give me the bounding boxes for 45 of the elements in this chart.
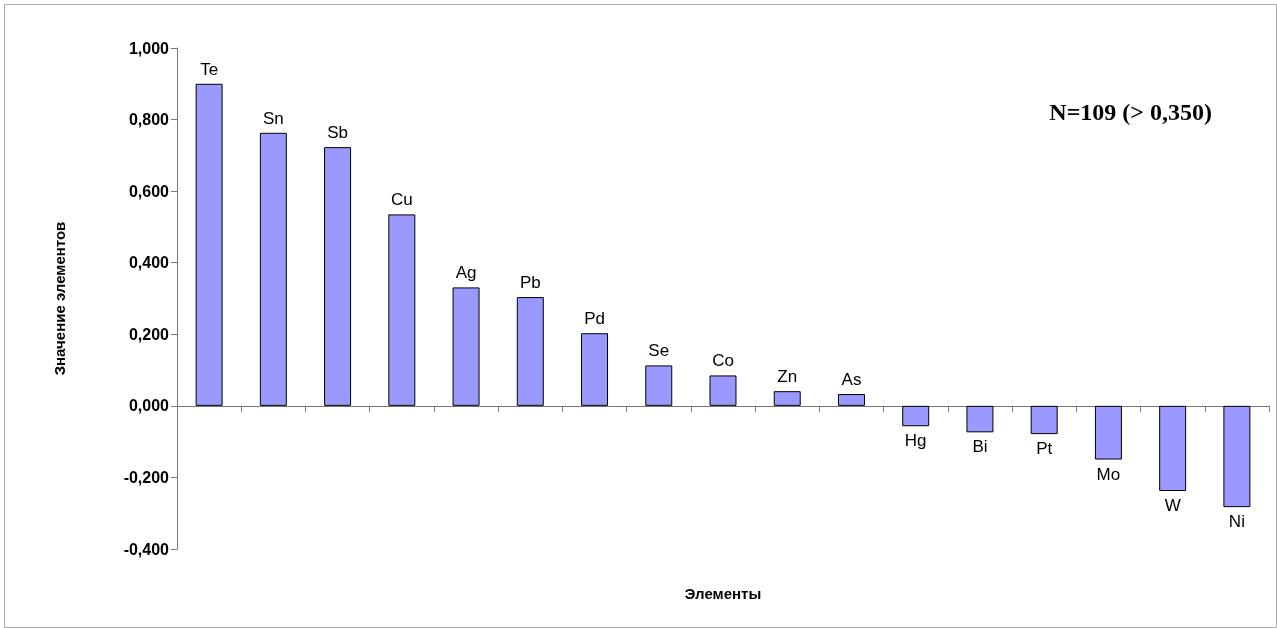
x-tick-label: Cu xyxy=(390,190,413,210)
x-tick-label: Te xyxy=(200,59,219,79)
y-tick-label: 0,800 xyxy=(128,111,170,129)
x-axis-title: Элементы xyxy=(684,585,762,602)
bar xyxy=(966,405,994,433)
y-axis-title: Значение элементов xyxy=(51,221,68,376)
x-tick-label: Hg xyxy=(904,431,927,451)
y-tick-label: -0,400 xyxy=(123,540,170,558)
y-tick-label: 0,200 xyxy=(128,325,170,343)
bar xyxy=(452,287,480,406)
x-tick-label: Pd xyxy=(584,309,605,329)
x-tick-label: Co xyxy=(712,351,734,371)
x-tick-label: As xyxy=(841,370,862,390)
annotation: N=109 (> 0,350) xyxy=(1049,99,1212,125)
x-tick-label: Mo xyxy=(1096,464,1121,484)
bar xyxy=(259,132,287,406)
x-tick-label: Bi xyxy=(972,437,988,457)
bar xyxy=(581,333,609,406)
x-tick-label: Sn xyxy=(262,108,284,128)
bar xyxy=(324,147,352,406)
bar xyxy=(1223,405,1251,508)
y-tick-label: -0,200 xyxy=(123,468,170,486)
y-tick-label: 0,600 xyxy=(128,182,170,200)
y-tick-label: 1,000 xyxy=(128,39,170,57)
bar xyxy=(902,405,930,427)
bar xyxy=(773,391,801,406)
bar xyxy=(709,375,737,406)
x-tick-label: W xyxy=(1164,496,1181,516)
x-tick-label: Se xyxy=(648,341,670,361)
bar xyxy=(1094,405,1122,460)
x-tick-label: Pb xyxy=(519,273,541,293)
x-tick-label: Ag xyxy=(455,263,477,283)
y-tick-label: 0,400 xyxy=(128,254,170,272)
bar xyxy=(195,83,223,406)
bar xyxy=(645,365,673,406)
bar xyxy=(837,394,865,406)
x-tick-label: Ni xyxy=(1228,512,1245,532)
x-tick-label: Sb xyxy=(327,123,348,143)
y-tick-label: 0,000 xyxy=(128,397,170,415)
x-tick-label: Zn xyxy=(777,367,798,387)
bar xyxy=(1159,405,1187,492)
bar xyxy=(1030,405,1058,435)
bar xyxy=(516,297,544,406)
bar xyxy=(388,214,416,406)
x-tick-label: Pt xyxy=(1036,439,1053,459)
